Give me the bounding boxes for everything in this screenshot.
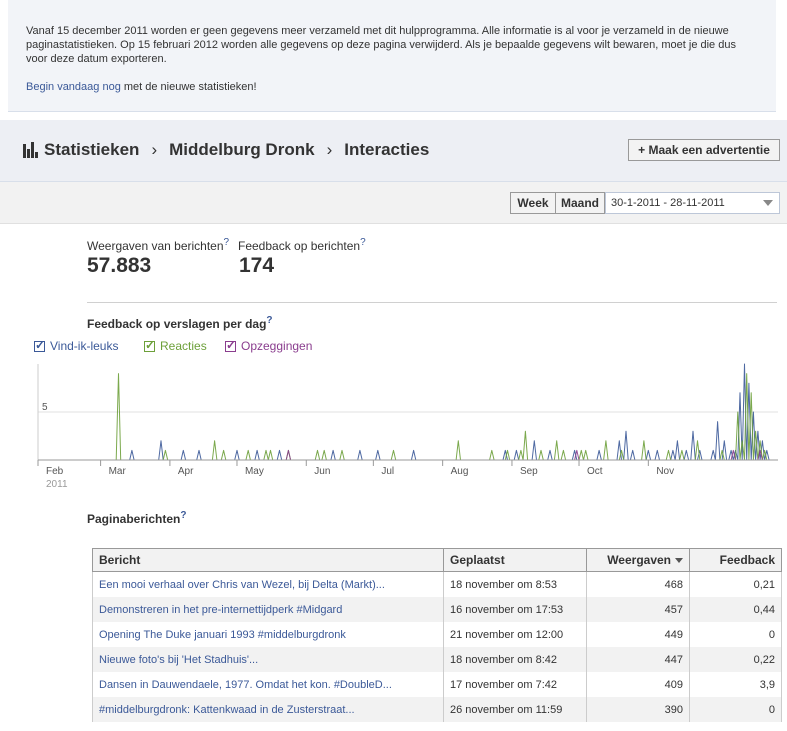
post-feedback: 0,44 [689, 597, 782, 622]
post-views: 390 [586, 697, 690, 722]
legend-unsubscribes-label: Opzeggingen [241, 339, 313, 353]
x-tick-label: Oct [587, 466, 603, 477]
post-message-link[interactable]: Opening The Duke januari 1993 #middelbur… [92, 622, 444, 647]
column-header-message[interactable]: Bericht [92, 548, 444, 572]
legend-unsubscribes[interactable]: Opzeggingen [225, 338, 313, 353]
comments-series-line [38, 373, 778, 461]
table-row: #middelburgdronk: Kattenkwaad in de Zust… [92, 697, 782, 722]
post-message-link[interactable]: #middelburgdronk: Kattenkwaad in de Zust… [92, 697, 444, 722]
notice-cta-suffix: met de nieuwe statistieken! [120, 81, 257, 93]
date-toolbar: Week Maand 30-1-2011 - 28-11-2011 [0, 182, 787, 224]
post-feedback-label: Feedback op berichten? [238, 237, 366, 253]
post-feedback: 0 [689, 622, 782, 647]
post-feedback-label-text: Feedback op berichten [238, 239, 361, 253]
post-views: 468 [586, 571, 690, 597]
post-date: 17 november om 7:42 [443, 672, 587, 697]
x-year-label: 2011 [46, 479, 68, 490]
help-icon[interactable]: ? [180, 510, 187, 521]
divider [87, 302, 777, 303]
post-views-value: 57.883 [87, 254, 152, 277]
column-header-views-label: Weergaven [607, 553, 671, 567]
comments-checkbox[interactable] [144, 338, 155, 352]
unsubscribes-checkbox[interactable] [225, 338, 236, 352]
month-toggle-button[interactable]: Maand [556, 192, 605, 214]
post-feedback: 0,22 [689, 647, 782, 672]
date-range-value: 30-1-2011 - 28-11-2011 [611, 197, 725, 209]
post-feedback: 3,9 [689, 672, 782, 697]
feedback-line-chart: 5 Feb Mar Apr May Jun Jul Aug Sep Oct Nov 2011 [37, 363, 778, 490]
post-views-label: Weergaven van berichten? [87, 237, 229, 253]
table-row: Demonstreren in het pre-internettijdperk… [92, 597, 782, 622]
create-ad-button[interactable]: + Maak een advertentie [628, 139, 780, 161]
notice-cta: Begin vandaag nog met de nieuwe statisti… [26, 80, 758, 94]
breadcrumb-statistics[interactable]: Statistieken [44, 140, 140, 159]
post-views: 449 [586, 622, 690, 647]
help-icon[interactable]: ? [223, 237, 230, 248]
post-date: 21 november om 12:00 [443, 622, 587, 647]
legend-likes-label: Vind-ik-leuks [50, 339, 119, 353]
post-date: 18 november om 8:53 [443, 571, 587, 597]
page-header: Statistieken › Middelburg Dronk › Intera… [0, 120, 787, 182]
date-range-select[interactable]: 30-1-2011 - 28-11-2011 [605, 192, 780, 214]
post-date: 26 november om 11:59 [443, 697, 587, 722]
post-message-link[interactable]: Een mooi verhaal over Chris van Wezel, b… [92, 571, 444, 597]
x-tick-label: Mar [109, 466, 127, 477]
likes-checkbox[interactable] [34, 338, 45, 352]
table-row: Dansen in Dauwendaele, 1977. Omdat het k… [92, 672, 782, 697]
x-tick-label: Nov [656, 466, 674, 477]
plus-icon: + [638, 143, 646, 157]
breadcrumb-separator: › [326, 140, 333, 159]
post-views: 409 [586, 672, 690, 697]
help-icon[interactable]: ? [360, 237, 366, 248]
deprecation-notice: Vanaf 15 december 2011 worden er geen ge… [8, 0, 776, 112]
column-header-feedback[interactable]: Feedback [689, 548, 782, 572]
x-tick-label: Jun [314, 466, 330, 477]
posts-table: Bericht Geplaatst Weergaven Feedback Een… [92, 548, 782, 722]
y-tick-label: 5 [42, 402, 48, 413]
notice-text: Vanaf 15 december 2011 worden er geen ge… [26, 25, 736, 65]
chart-title: Feedback op verslagen per dag? [87, 315, 273, 331]
x-tick-label: May [245, 466, 264, 477]
post-views: 457 [586, 597, 690, 622]
post-feedback-value: 174 [239, 254, 275, 277]
sort-desc-icon [675, 558, 683, 564]
legend-likes[interactable]: Vind-ik-leuks [34, 338, 119, 353]
column-header-views[interactable]: Weergaven [586, 548, 690, 572]
table-row: Nieuwe foto's bij 'Het Stadhuis'... 18 n… [92, 647, 782, 672]
post-views: 447 [586, 647, 690, 672]
x-tick-label: Sep [520, 466, 538, 477]
chevron-down-icon [763, 200, 773, 206]
post-message-link[interactable]: Dansen in Dauwendaele, 1977. Omdat het k… [92, 672, 444, 697]
chart-title-text: Feedback op verslagen per dag [87, 317, 267, 331]
post-message-link[interactable]: Nieuwe foto's bij 'Het Stadhuis'... [92, 647, 444, 672]
table-row: Een mooi verhaal over Chris van Wezel, b… [92, 571, 782, 597]
help-icon[interactable]: ? [266, 315, 273, 326]
x-tick-label: Feb [46, 466, 64, 477]
breadcrumb: Statistieken › Middelburg Dronk › Intera… [22, 140, 429, 160]
statistics-icon [22, 142, 38, 158]
posts-title: Paginaberichten? [87, 510, 186, 526]
start-new-insights-link[interactable]: Begin vandaag nog [26, 81, 121, 93]
post-message-link[interactable]: Demonstreren in het pre-internettijdperk… [92, 597, 444, 622]
table-header-row: Bericht Geplaatst Weergaven Feedback [92, 548, 782, 572]
post-feedback: 0,21 [689, 571, 782, 597]
table-row: Opening The Duke januari 1993 #middelbur… [92, 622, 782, 647]
create-ad-label: Maak een advertentie [648, 143, 770, 157]
legend-comments[interactable]: Reacties [144, 338, 207, 353]
breadcrumb-page-name[interactable]: Middelburg Dronk [169, 140, 315, 159]
x-tick-label: Aug [451, 466, 469, 477]
legend-comments-label: Reacties [160, 339, 207, 353]
post-feedback: 0 [689, 697, 782, 722]
post-views-label-text: Weergaven van berichten [87, 239, 224, 253]
post-date: 16 november om 17:53 [443, 597, 587, 622]
week-toggle-button[interactable]: Week [510, 192, 556, 214]
posts-title-text: Paginaberichten [87, 512, 181, 526]
x-tick-label: Jul [381, 466, 394, 477]
column-header-posted[interactable]: Geplaatst [443, 548, 587, 572]
x-tick-label: Apr [178, 466, 194, 477]
breadcrumb-separator: › [151, 140, 158, 159]
breadcrumb-interactions: Interacties [344, 140, 430, 159]
post-date: 18 november om 8:42 [443, 647, 587, 672]
